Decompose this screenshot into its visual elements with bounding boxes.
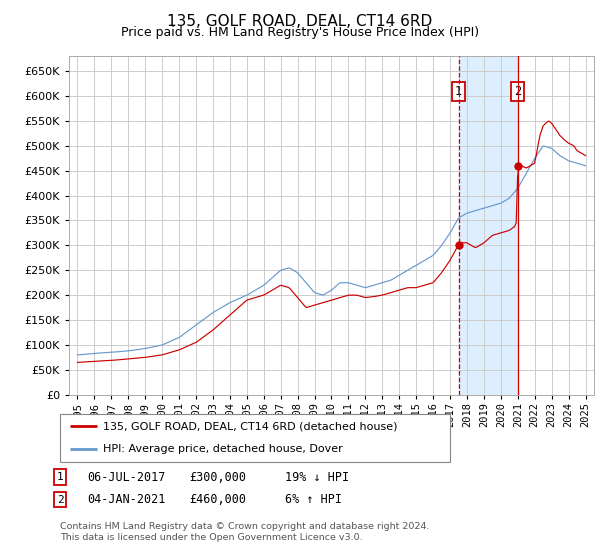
Text: 2: 2 [514, 85, 521, 99]
Text: 19% ↓ HPI: 19% ↓ HPI [285, 470, 349, 484]
FancyBboxPatch shape [60, 414, 450, 462]
Text: Contains HM Land Registry data © Crown copyright and database right 2024.: Contains HM Land Registry data © Crown c… [60, 522, 430, 531]
Text: 06-JUL-2017: 06-JUL-2017 [87, 470, 166, 484]
Text: This data is licensed under the Open Government Licence v3.0.: This data is licensed under the Open Gov… [60, 533, 362, 542]
Text: HPI: Average price, detached house, Dover: HPI: Average price, detached house, Dove… [103, 444, 343, 454]
Text: 135, GOLF ROAD, DEAL, CT14 6RD (detached house): 135, GOLF ROAD, DEAL, CT14 6RD (detached… [103, 421, 397, 431]
Text: 6% ↑ HPI: 6% ↑ HPI [285, 493, 342, 506]
Text: 1: 1 [455, 85, 462, 99]
Text: 135, GOLF ROAD, DEAL, CT14 6RD: 135, GOLF ROAD, DEAL, CT14 6RD [167, 14, 433, 29]
Text: £460,000: £460,000 [189, 493, 246, 506]
Text: 04-JAN-2021: 04-JAN-2021 [87, 493, 166, 506]
Bar [458, 56, 518, 395]
Text: 1: 1 [56, 472, 64, 482]
Text: Price paid vs. HM Land Registry's House Price Index (HPI): Price paid vs. HM Land Registry's House … [121, 26, 479, 39]
Text: 2: 2 [56, 494, 64, 505]
Text: £300,000: £300,000 [189, 470, 246, 484]
